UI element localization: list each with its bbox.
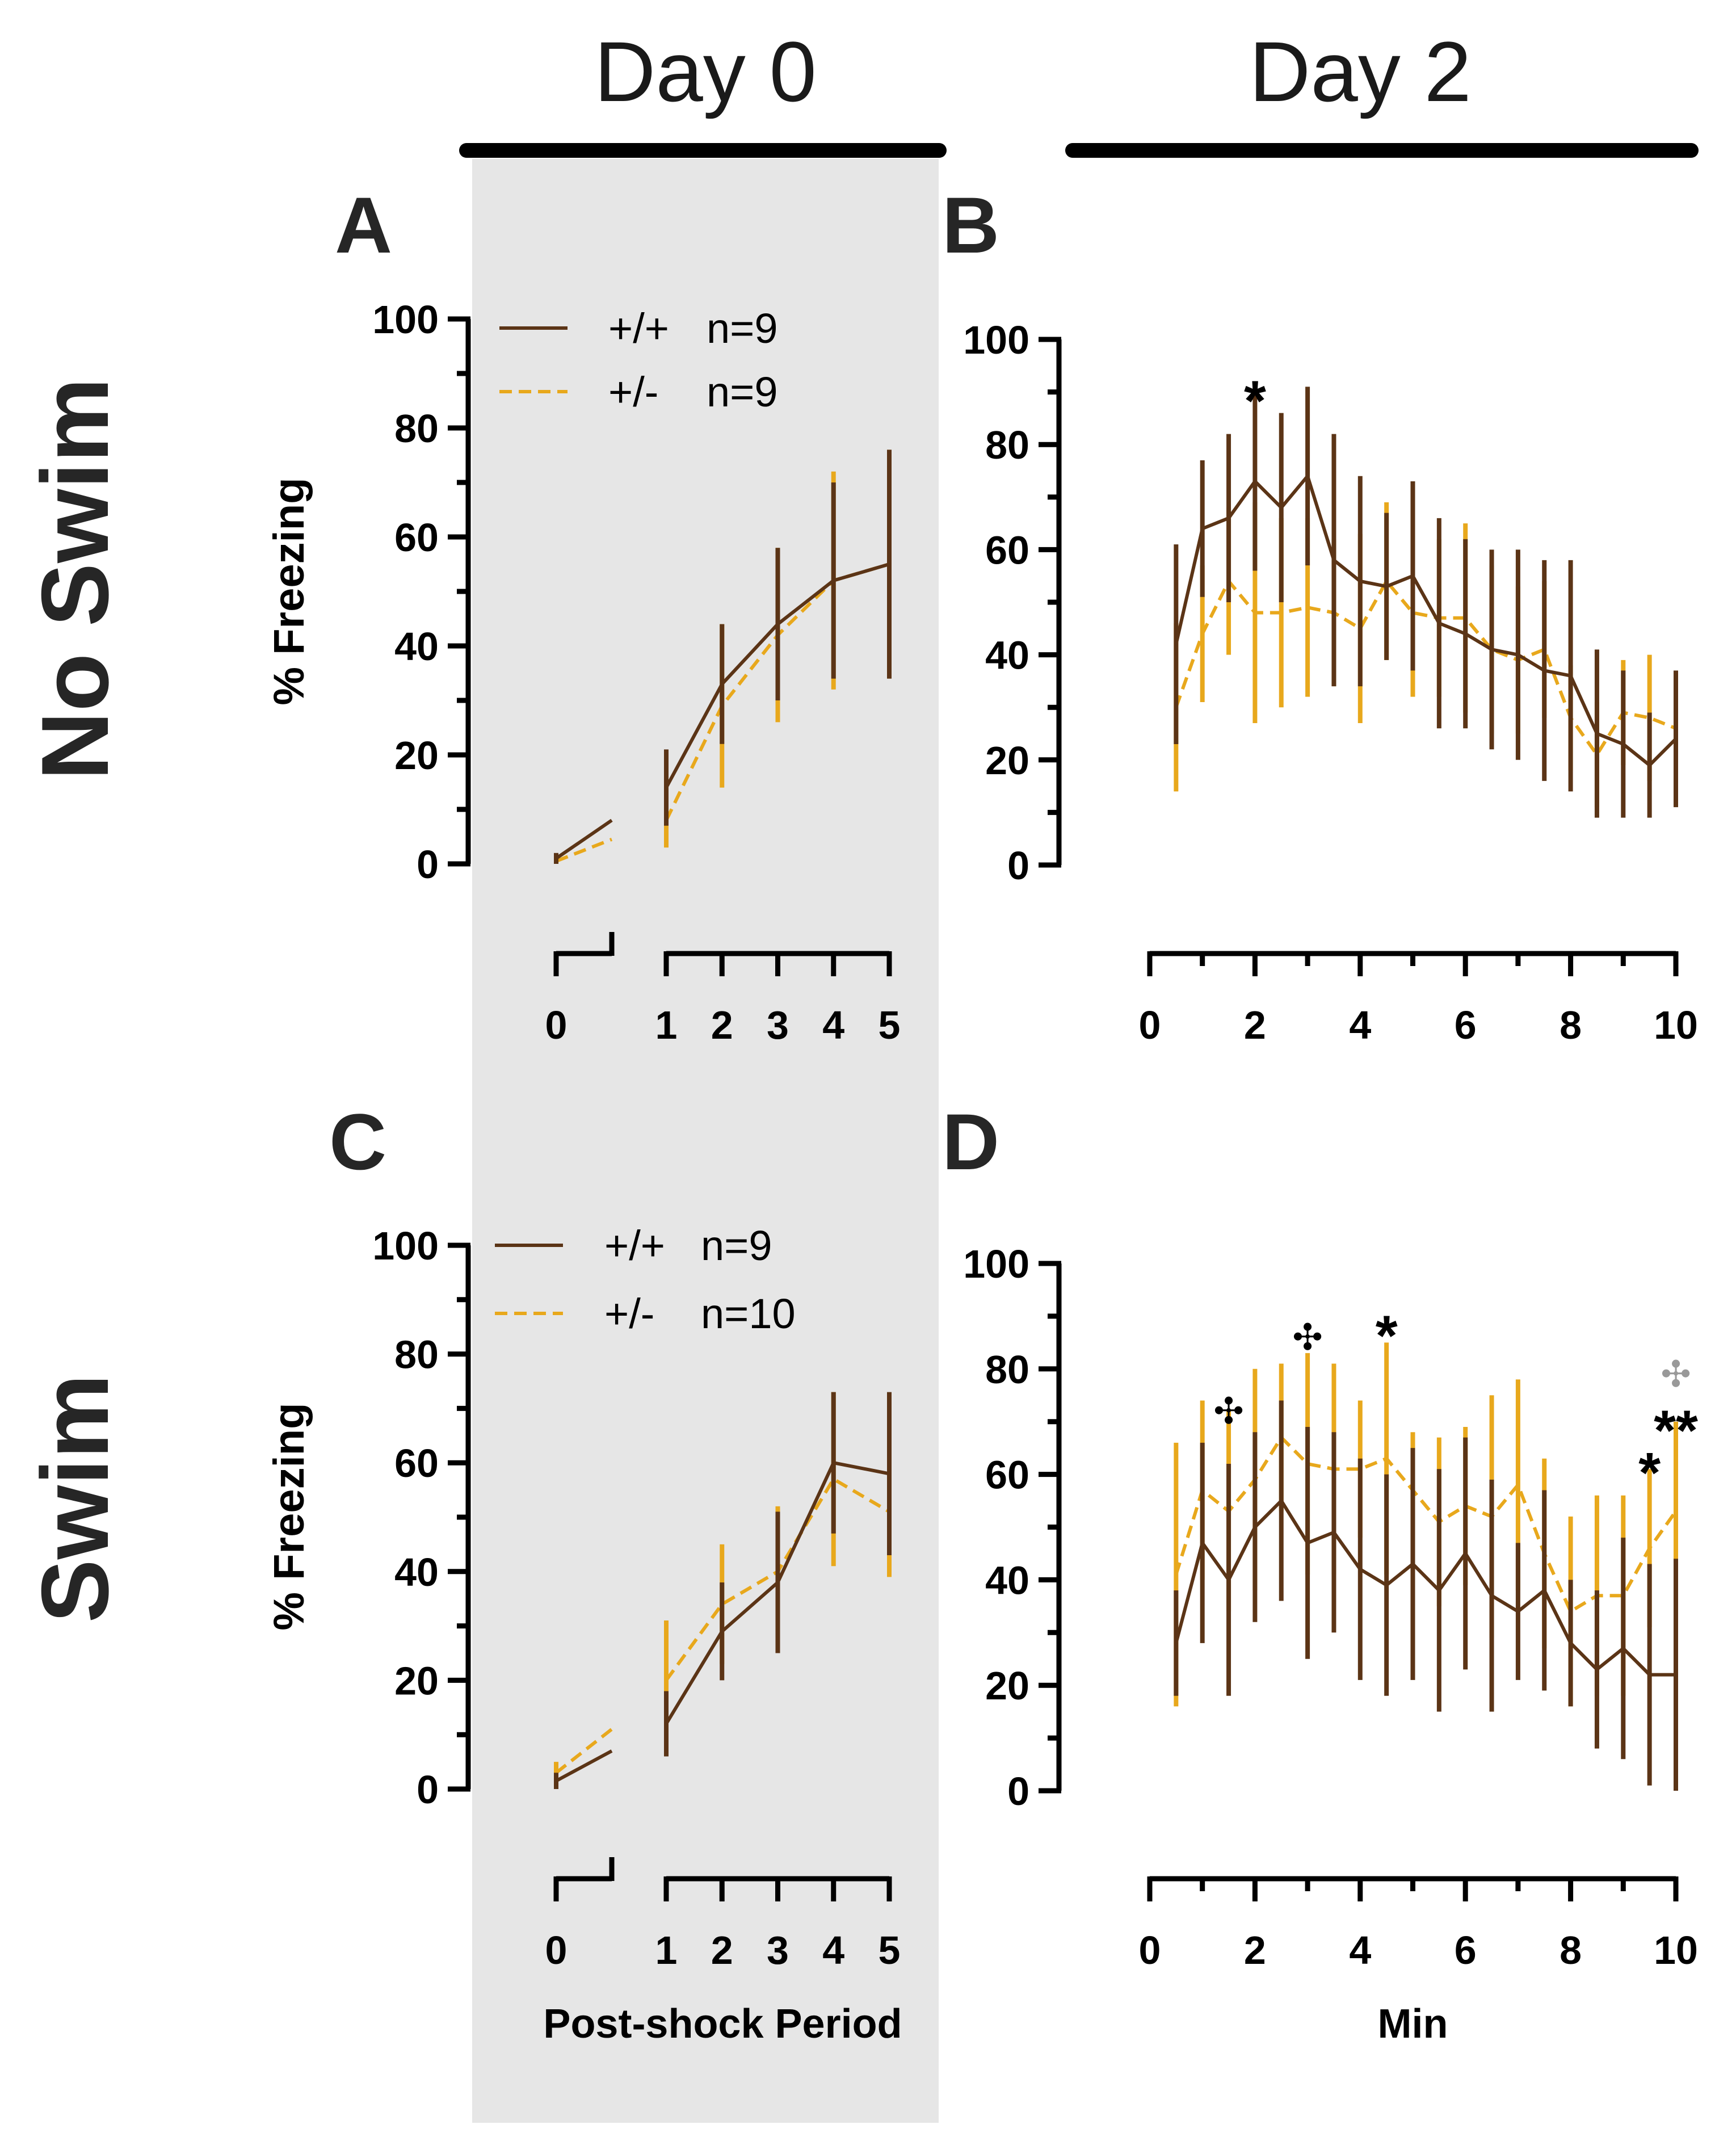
y-tick-label: 100 (372, 297, 439, 342)
panel-c-chart: 0 20 40 60 80 100 % Freezing 0 1 2 3 4 5 Post-shock P… (265, 1222, 902, 2047)
y-tick-label: 80 (394, 1333, 439, 1377)
legend-n: n=10 (701, 1290, 796, 1337)
x-tick-label: 5 (878, 1928, 901, 1972)
x-tick-label: 6 (1455, 1928, 1477, 1972)
x-tick-label: 4 (822, 1003, 844, 1047)
panel-letter-a: A (335, 180, 392, 270)
y-tick-label: 80 (985, 1347, 1029, 1392)
y-tick-label: 40 (985, 1558, 1029, 1602)
y-tick-label: 20 (985, 738, 1029, 783)
x-tick-label: 5 (878, 1003, 901, 1047)
y-tick-label: 100 (963, 1242, 1029, 1286)
y-tick-label: 60 (394, 515, 439, 560)
y-tick-label: 80 (985, 423, 1029, 467)
series-line-wt (1174, 474, 1678, 767)
significance-marker: ✣ (1661, 1354, 1691, 1395)
panel-b-chart: 0 20 40 60 80 100 0 2 4 6 8 10 * (963, 318, 1698, 1047)
series-line-het (555, 838, 613, 863)
significance-marker: ** (1654, 1399, 1698, 1463)
y-tick-label: 40 (394, 624, 439, 669)
x-tick-label: 6 (1455, 1003, 1477, 1047)
y-tick-label: 60 (394, 1441, 439, 1485)
legend-n: n=9 (707, 368, 778, 415)
x-tick-label: 3 (767, 1928, 789, 1972)
y-tick-label: 0 (1007, 1769, 1029, 1813)
x-tick-label: 10 (1654, 1003, 1698, 1047)
legend-genotype: +/- (608, 368, 658, 415)
x-tick-label: 0 (545, 1003, 568, 1047)
series-line-wt (665, 1461, 890, 1725)
y-tick-label: 0 (417, 1767, 439, 1812)
y-tick-label: 20 (985, 1664, 1029, 1708)
y-tick-label: 0 (1007, 843, 1029, 888)
x-axis-label: Min (1378, 2001, 1448, 2047)
legend-genotype: +/+ (608, 305, 669, 352)
series-line-wt (555, 818, 613, 860)
x-tick-label: 2 (1244, 1003, 1266, 1047)
legend-genotype: +/- (604, 1290, 654, 1337)
y-tick-label: 60 (985, 1453, 1029, 1497)
y-tick-label: 60 (985, 528, 1029, 572)
x-tick-label: 3 (767, 1003, 789, 1047)
y-tick-label: 40 (985, 633, 1029, 678)
y-tick-label: 20 (394, 733, 439, 778)
panel-letter-d: D (942, 1097, 999, 1186)
x-tick-label: 1 (655, 1928, 678, 1972)
y-tick-label: 40 (394, 1550, 439, 1594)
series-line-wt (665, 562, 890, 789)
x-tick-label: 2 (1244, 1928, 1266, 1972)
legend-n: n=9 (701, 1222, 772, 1269)
x-tick-label: 2 (711, 1928, 733, 1972)
y-axis-label: % Freezing (265, 477, 313, 705)
panel-letter-c: C (329, 1097, 386, 1186)
significance-marker: ✣ (1213, 1391, 1244, 1431)
y-tick-label: 80 (394, 406, 439, 451)
x-tick-label: 10 (1654, 1928, 1698, 1972)
series-line-het (1174, 1435, 1678, 1614)
x-tick-label: 8 (1560, 1928, 1582, 1972)
x-tick-label: 0 (1139, 1003, 1161, 1047)
significance-marker: * (1638, 1441, 1661, 1505)
x-tick-label: 4 (822, 1928, 844, 1972)
x-tick-label: 1 (655, 1003, 678, 1047)
header-day2: Day 2 (1249, 24, 1472, 119)
significance-marker: * (1376, 1304, 1398, 1367)
x-tick-label: 4 (1349, 1928, 1371, 1972)
panel-letter-b: B (942, 180, 999, 270)
series-line-wt (1174, 1499, 1676, 1677)
significance-marker: ✣ (1292, 1317, 1323, 1358)
x-tick-label: 0 (545, 1928, 568, 1972)
x-tick-label: 4 (1349, 1003, 1371, 1047)
row-label-no-swim: No Swim (22, 377, 128, 780)
y-tick-label: 100 (372, 1224, 439, 1268)
row-label-swim: Swim (22, 1374, 128, 1623)
series-line-wt (555, 1749, 613, 1783)
y-tick-label: 0 (417, 842, 439, 887)
panel-a-chart: 0 20 40 60 80 100 % Freezing 0 1 2 3 4 5 +/+ n=9 +/- n=9 (265, 297, 900, 1047)
x-tick-label: 2 (711, 1003, 733, 1047)
day0-shade (472, 159, 939, 2123)
x-axis-label: Post-shock Period (543, 2001, 902, 2047)
y-tick-label: 20 (394, 1658, 439, 1703)
header-day0: Day 0 (594, 24, 817, 119)
series-line-het (1174, 580, 1677, 757)
series-line-het (555, 1728, 613, 1774)
x-tick-label: 8 (1560, 1003, 1582, 1047)
y-axis-label: % Freezing (265, 1403, 313, 1630)
x-tick-label: 0 (1139, 1928, 1161, 1972)
y-tick-label: 100 (963, 318, 1029, 362)
legend-n: n=9 (707, 305, 778, 352)
legend-genotype: +/+ (604, 1222, 665, 1269)
significance-marker: * (1244, 370, 1266, 433)
